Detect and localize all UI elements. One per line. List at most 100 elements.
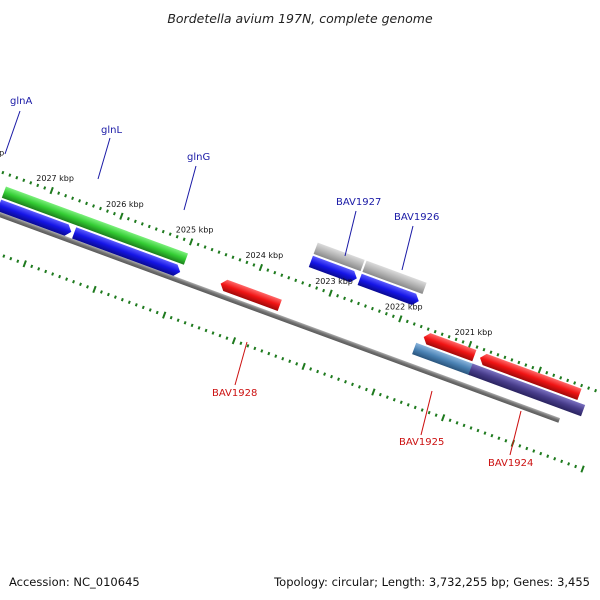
- gene-feature-glna: [0, 155, 1, 196]
- minor-tick: [330, 374, 334, 379]
- minor-tick: [211, 331, 215, 335]
- minor-tick: [337, 377, 340, 381]
- minor-tick: [134, 303, 138, 307]
- major-tick: [371, 388, 376, 396]
- minor-tick: [85, 201, 88, 206]
- minor-tick: [287, 276, 291, 280]
- major-tick: [301, 362, 306, 371]
- minor-tick: [357, 301, 360, 306]
- minor-tick: [161, 229, 165, 234]
- minor-tick: [336, 294, 340, 298]
- minor-tick: [127, 300, 131, 305]
- minor-tick: [316, 369, 320, 374]
- gene-feature-bav1925: [423, 333, 477, 362]
- minor-tick: [239, 341, 243, 346]
- leader-bav1928: [234, 341, 248, 386]
- minor-tick: [553, 456, 557, 461]
- minor-tick: [79, 282, 82, 287]
- minor-tick: [210, 247, 214, 252]
- major-tick: [398, 315, 403, 323]
- minor-tick: [323, 372, 327, 376]
- minor-tick: [364, 387, 368, 392]
- minor-tick: [560, 459, 564, 464]
- minor-tick: [29, 181, 33, 185]
- minor-tick: [126, 217, 130, 221]
- minor-tick: [308, 283, 312, 288]
- cds-arrow-bav1926: [357, 273, 419, 306]
- minor-tick: [580, 383, 584, 388]
- minor-tick: [426, 327, 430, 331]
- tick-label: 2023 kbp: [315, 277, 353, 286]
- minor-tick: [72, 279, 76, 284]
- label-leaders: [4, 110, 522, 456]
- minor-tick: [322, 288, 326, 293]
- minor-tick: [462, 423, 466, 428]
- minor-tick: [22, 178, 26, 183]
- minor-tick: [204, 328, 208, 333]
- minor-tick: [433, 329, 437, 334]
- minor-tick: [405, 319, 409, 324]
- tick-labels: 2028 kbp 2027 kbp 2026 kbp 2025 kbp 2024 kbp…: [0, 149, 492, 338]
- minor-tick: [434, 413, 438, 417]
- minor-tick: [120, 297, 124, 302]
- minor-tick: [399, 400, 403, 405]
- minor-tick: [420, 408, 424, 412]
- minor-tick: [574, 464, 578, 469]
- minor-tick: [148, 308, 152, 312]
- minor-tick: [288, 359, 292, 364]
- minor-tick: [384, 311, 388, 316]
- cds-bar-bav1924: [468, 363, 586, 417]
- minor-tick: [427, 410, 431, 415]
- minor-tick: [455, 421, 459, 425]
- gene-label-bav1926: BAV1926: [394, 212, 439, 223]
- minor-tick: [364, 304, 367, 308]
- minor-tick: [273, 270, 277, 275]
- gene-label-bav1924: BAV1924: [488, 458, 533, 469]
- gene-feature-bav1926: [362, 260, 427, 294]
- minor-tick: [99, 206, 102, 211]
- minor-tick: [566, 378, 570, 383]
- minor-tick: [260, 349, 264, 353]
- minor-tick: [351, 382, 354, 387]
- minor-tick: [106, 209, 109, 213]
- minor-tick: [503, 355, 507, 360]
- minor-tick: [531, 365, 535, 370]
- minor-tick: [344, 380, 347, 384]
- minor-tick: [43, 186, 47, 190]
- minor-tick: [385, 395, 389, 399]
- gene-label-bav1927: BAV1927: [336, 197, 381, 208]
- minor-tick: [112, 211, 116, 216]
- major-tick: [162, 311, 167, 319]
- minor-tick: [252, 263, 256, 267]
- minor-tick: [246, 344, 250, 348]
- cds-arrow-bav1927: [308, 255, 357, 283]
- minor-tick: [469, 426, 473, 430]
- minor-tick: [309, 367, 313, 371]
- major-tick: [580, 465, 585, 473]
- minor-tick: [357, 385, 361, 389]
- minor-tick: [113, 295, 117, 299]
- minor-tick: [99, 290, 103, 294]
- minor-tick: [196, 242, 200, 247]
- minor-tick: [37, 267, 41, 271]
- minor-tick: [231, 255, 235, 260]
- minor-tick: [64, 193, 68, 198]
- minor-tick: [567, 462, 571, 466]
- major-tick: [231, 337, 237, 345]
- major-tick: [328, 289, 333, 297]
- minor-tick: [15, 175, 19, 180]
- minor-tick: [391, 314, 395, 319]
- minor-tick: [392, 397, 396, 402]
- minor-tick: [30, 264, 34, 269]
- minor-tick: [483, 431, 487, 435]
- minor-tick: [343, 296, 346, 301]
- minor-tick: [546, 454, 550, 458]
- cds-arrow-glnl: [0, 199, 72, 236]
- tick-label: 2027 kbp: [36, 174, 74, 183]
- minor-tick: [57, 191, 61, 195]
- minor-tick: [140, 222, 144, 226]
- gene-feature-glng: [76, 214, 189, 265]
- minor-tick: [36, 183, 40, 188]
- minor-tick: [78, 199, 82, 203]
- minor-tick: [225, 336, 229, 340]
